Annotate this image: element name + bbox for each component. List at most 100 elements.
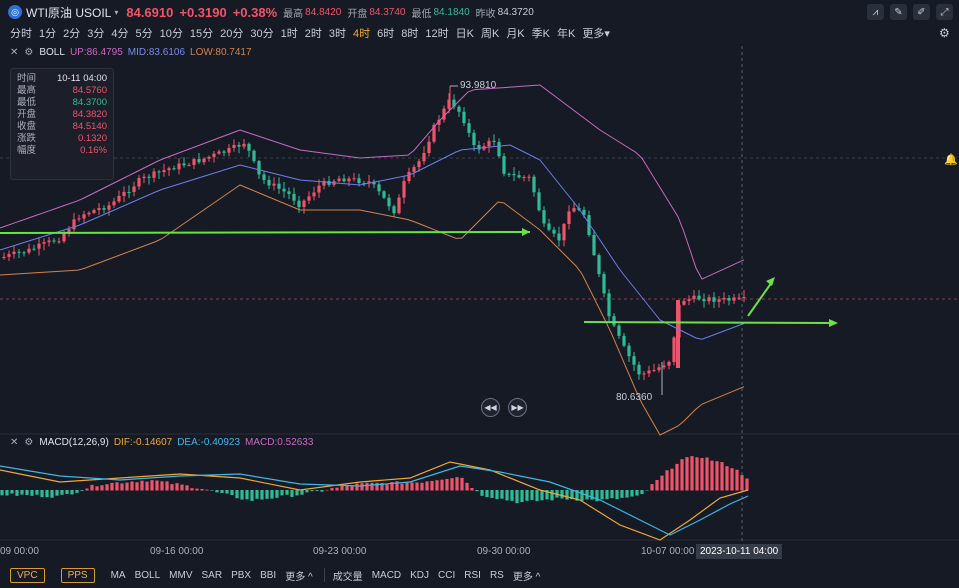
- sub-indicator-button[interactable]: 成交量: [332, 571, 363, 583]
- candle-body: [732, 297, 736, 301]
- sub-indicator-button[interactable]: RS: [489, 569, 504, 581]
- period-tab[interactable]: 分时: [10, 28, 32, 40]
- sub-indicator-button[interactable]: MACD: [371, 569, 402, 581]
- candle-body: [287, 191, 291, 194]
- period-tab[interactable]: 更多▾: [582, 28, 610, 40]
- main-indicator-button[interactable]: BBI: [260, 569, 277, 581]
- candle-body: [492, 140, 496, 143]
- info-row: 最高 84.5760: [17, 85, 107, 97]
- open-label: 开盘: [347, 8, 368, 20]
- period-tab[interactable]: 周K: [480, 28, 500, 40]
- period-tab[interactable]: 2时: [304, 28, 322, 40]
- macd-dif: DIF:-0.14607: [113, 437, 173, 448]
- period-tab[interactable]: 4时: [353, 28, 371, 40]
- period-tab[interactable]: 5分: [135, 28, 153, 40]
- settings-icon[interactable]: ⚙: [939, 26, 950, 40]
- scroll-left-button[interactable]: ◀◀: [481, 398, 500, 417]
- chevron-down-icon[interactable]: ▾: [114, 7, 119, 17]
- period-tab[interactable]: 月K: [506, 28, 525, 40]
- symbol-name[interactable]: WTI原油 USOIL: [26, 5, 112, 20]
- line-chart-icon[interactable]: ⩘: [867, 4, 884, 20]
- candle-body: [347, 178, 351, 182]
- macd-bar: [185, 485, 189, 491]
- gear-icon[interactable]: ⚙: [24, 47, 34, 58]
- macd-bar: [675, 463, 679, 491]
- period-tab[interactable]: 4分: [111, 28, 129, 40]
- candle-body: [512, 173, 516, 176]
- macd-bar: [95, 486, 99, 491]
- macd-bar: [595, 490, 599, 502]
- period-tab[interactable]: 1时: [280, 28, 298, 40]
- period-tab[interactable]: 3时: [328, 28, 346, 40]
- macd-bar: [155, 480, 159, 491]
- bell-icon: 🔔: [944, 153, 958, 166]
- candle-body: [192, 159, 196, 165]
- macd-bar: [220, 490, 224, 493]
- kline-chart[interactable]: 🔔: [0, 42, 959, 552]
- candle-body: [57, 241, 61, 243]
- period-tab[interactable]: 1分: [39, 28, 57, 40]
- main-indicator-button[interactable]: MA: [110, 569, 126, 581]
- dea-line: [0, 465, 749, 536]
- candle-body: [676, 300, 680, 368]
- sub-indicator-button[interactable]: KDJ: [410, 569, 430, 581]
- quote-header: ◎ WTI原油 USOIL ▾ 84.6910 +0.3190 +0.38% 最…: [0, 0, 959, 24]
- macd-bar: [130, 481, 134, 491]
- close-icon[interactable]: ✕: [10, 47, 19, 58]
- candle-body: [22, 252, 26, 254]
- macd-bar: [160, 481, 164, 491]
- period-tab[interactable]: 日K: [455, 28, 474, 40]
- pen-icon[interactable]: ✎: [890, 4, 907, 20]
- period-tab[interactable]: 季K: [531, 28, 550, 40]
- macd-bar: [105, 484, 109, 491]
- macd-bar: [90, 484, 94, 491]
- macd-bar: [720, 462, 724, 491]
- period-tab[interactable]: 3分: [87, 28, 105, 40]
- macd-bar: [630, 490, 634, 497]
- macd-bar: [315, 490, 319, 491]
- period-tab[interactable]: 8时: [401, 28, 419, 40]
- candle-body: [697, 295, 701, 300]
- macd-bar: [520, 490, 524, 502]
- main-indicator-button[interactable]: PBX: [231, 569, 252, 581]
- macd-bar: [610, 490, 614, 499]
- period-tab[interactable]: 6时: [377, 28, 395, 40]
- period-tab[interactable]: 30分: [250, 28, 274, 40]
- sub-indicator-button[interactable]: 更多 ^: [512, 571, 541, 583]
- period-tab[interactable]: 12时: [425, 28, 449, 40]
- candle-body: [212, 153, 216, 157]
- info-key: 涨跌: [17, 133, 37, 144]
- period-tab[interactable]: 年K: [557, 28, 576, 40]
- main-indicator-button[interactable]: 更多 ^: [285, 571, 313, 583]
- candle-body: [657, 367, 661, 371]
- main-indicator-button[interactable]: SAR: [201, 569, 223, 581]
- candle-body: [12, 251, 16, 255]
- draw-icon[interactable]: ✐: [913, 4, 930, 20]
- sub-indicator-button[interactable]: CCI: [438, 569, 456, 581]
- x-axis-label: 09-16 00:00: [150, 546, 204, 557]
- close-icon[interactable]: ✕: [10, 437, 19, 448]
- candle-body: [132, 186, 136, 192]
- macd-bar: [260, 490, 264, 500]
- period-tab[interactable]: 10分: [159, 28, 183, 40]
- candle-body: [237, 144, 241, 147]
- fullscreen-icon[interactable]: ⤢: [936, 4, 953, 20]
- sub-indicator-button[interactable]: RSI: [464, 569, 481, 581]
- period-tab[interactable]: 15分: [189, 28, 214, 40]
- period-tab[interactable]: 20分: [220, 28, 244, 40]
- macd-bar: [245, 490, 249, 500]
- candle-body: [562, 224, 566, 241]
- main-indicator-button[interactable]: BOLL: [134, 569, 161, 581]
- candle-body: [317, 185, 321, 193]
- candle-body: [622, 335, 626, 346]
- candle-body: [417, 161, 421, 168]
- period-tab[interactable]: 2分: [63, 28, 81, 40]
- pps-button[interactable]: PPS: [60, 567, 95, 583]
- macd-bar: [275, 490, 279, 498]
- macd-bar: [135, 482, 139, 491]
- vpc-button[interactable]: VPC: [10, 567, 45, 583]
- main-indicator-button[interactable]: MMV: [169, 569, 193, 581]
- scroll-right-button[interactable]: ▶▶: [508, 398, 527, 417]
- macd-bar: [515, 490, 519, 504]
- gear-icon[interactable]: ⚙: [24, 437, 34, 448]
